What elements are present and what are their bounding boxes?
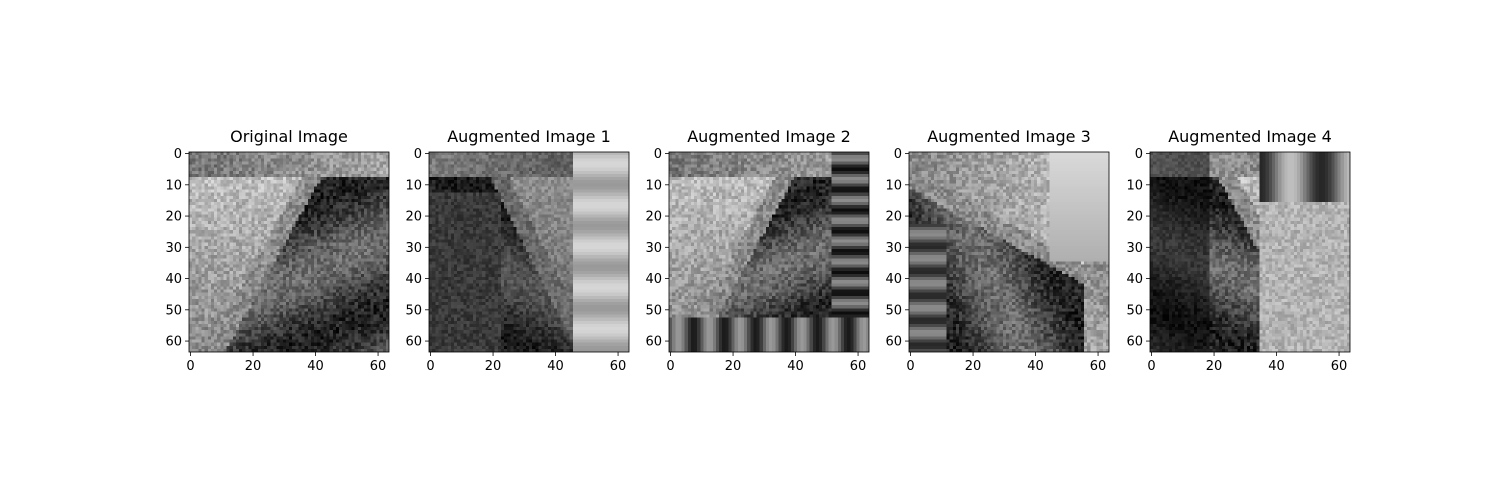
x-tick-label: 0 [186,359,194,374]
x-tick-label: 20 [245,359,262,374]
y-tick-label: 60 [165,335,182,350]
y-tick-label: 30 [165,241,182,256]
x-tick-label: 20 [725,359,742,374]
x-tick-label: 40 [307,359,324,374]
y-tick-label: 10 [645,178,662,193]
x-tick-label: 20 [965,359,982,374]
y-tick-label: 20 [885,210,902,225]
image-heatmap [429,152,629,352]
x-tick-label: 60 [1331,359,1348,374]
y-tick-label: 20 [405,210,422,225]
x-tick-label: 0 [666,359,674,374]
y-tick-label: 40 [165,272,182,287]
x-tick-label: 40 [787,359,804,374]
y-tick-label: 50 [165,303,182,318]
panel-title: Augmented Image 3 [927,127,1091,146]
y-tick-label: 50 [405,303,422,318]
y-tick-label: 60 [645,335,662,350]
y-tick-label: 0 [1135,147,1143,162]
x-tick-label: 0 [1147,359,1155,374]
panel-title: Original Image [230,127,348,146]
y-tick-label: 60 [1126,335,1143,350]
y-tick-label: 0 [894,147,902,162]
y-tick-label: 20 [645,210,662,225]
y-tick-label: 30 [405,241,422,256]
x-tick-label: 0 [426,359,434,374]
x-tick-label: 60 [1090,359,1107,374]
y-tick-label: 30 [885,241,902,256]
x-tick-label: 20 [485,359,502,374]
x-tick-label: 60 [850,359,867,374]
y-tick-label: 40 [885,272,902,287]
image-heatmap [909,152,1109,352]
panel-title: Augmented Image 1 [447,127,611,146]
y-tick-label: 40 [1126,272,1143,287]
y-tick-label: 10 [885,178,902,193]
x-tick-label: 20 [1206,359,1223,374]
y-tick-label: 0 [654,147,662,162]
y-tick-label: 50 [885,303,902,318]
y-tick-label: 0 [174,147,182,162]
y-tick-label: 10 [405,178,422,193]
y-tick-label: 10 [1126,178,1143,193]
y-tick-label: 0 [414,147,422,162]
x-tick-label: 40 [1268,359,1285,374]
y-tick-label: 60 [885,335,902,350]
panel-title: Augmented Image 2 [687,127,851,146]
x-tick-label: 40 [547,359,564,374]
y-tick-label: 50 [1126,303,1143,318]
panel-title: Augmented Image 4 [1168,127,1332,146]
y-tick-label: 50 [645,303,662,318]
y-tick-label: 40 [645,272,662,287]
y-tick-label: 20 [1126,210,1143,225]
y-tick-label: 20 [165,210,182,225]
y-tick-label: 60 [405,335,422,350]
y-tick-label: 30 [645,241,662,256]
y-tick-label: 30 [1126,241,1143,256]
x-tick-label: 60 [370,359,387,374]
x-tick-label: 40 [1027,359,1044,374]
x-tick-label: 0 [906,359,914,374]
x-tick-label: 60 [610,359,627,374]
image-heatmap [189,152,389,352]
image-heatmap [669,152,869,352]
y-tick-label: 10 [165,178,182,193]
y-tick-label: 40 [405,272,422,287]
image-heatmap [1150,152,1350,352]
